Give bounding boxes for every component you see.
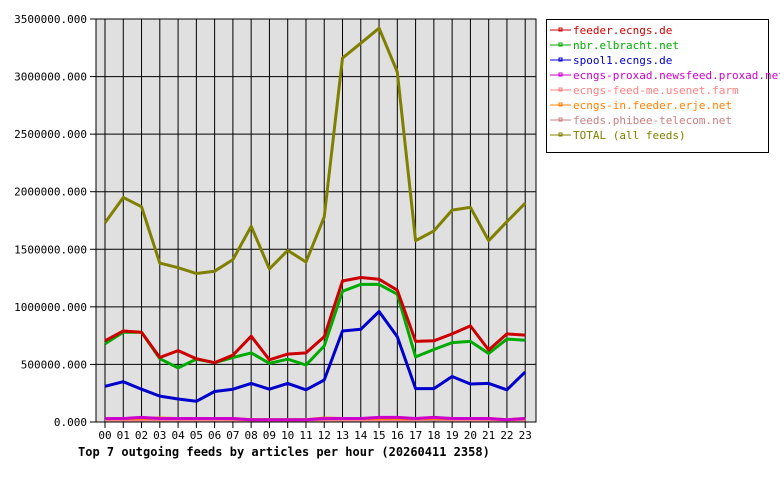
x-tick-label: 21 [482, 429, 495, 442]
chart-title: Top 7 outgoing feeds by articles per hou… [78, 445, 490, 459]
x-tick-label: 08 [245, 429, 258, 442]
x-tick-label: 11 [299, 429, 312, 442]
legend-label: TOTAL (all feeds) [573, 129, 686, 142]
legend-label: nbr.elbracht.net [573, 39, 679, 52]
legend-item: spool1.ecngs.de [550, 54, 672, 67]
legend-label: ecngs-feed-me.usenet.farm [573, 84, 739, 97]
x-tick-label: 00 [98, 429, 111, 442]
legend-label: ecngs-in.feeder.erje.net [573, 99, 732, 112]
x-tick-label: 15 [372, 429, 385, 442]
x-tick-label: 20 [464, 429, 477, 442]
legend-swatch-marker [558, 27, 563, 32]
x-tick-label: 07 [226, 429, 239, 442]
x-tick-label: 16 [391, 429, 404, 442]
y-tick-label: 1000000.000 [14, 301, 87, 314]
legend-item: ecngs-feed-me.usenet.farm [550, 84, 739, 97]
y-tick-label: 3500000.000 [14, 13, 87, 26]
y-tick-label: 2000000.000 [14, 186, 87, 199]
series-line-total-all-feeds- [103, 26, 527, 275]
legend-item: ecngs-proxad.newsfeed.proxad.net [550, 69, 780, 82]
x-tick-label: 02 [135, 429, 148, 442]
legend: feeder.ecngs.de nbr.elbracht.net spool1.ec… [546, 19, 780, 153]
plot-frame [95, 18, 537, 423]
legend-swatch-marker [558, 72, 563, 77]
x-tick-label: 14 [354, 429, 368, 442]
y-tick-label: 3000000.000 [14, 71, 87, 84]
x-tick-label: 05 [190, 429, 203, 442]
legend-swatch-marker [558, 102, 563, 107]
x-tick-label: 19 [446, 429, 459, 442]
y-tick-label: 500000.000 [21, 358, 87, 371]
legend-box [546, 19, 769, 153]
y-tick-label: 2500000.000 [14, 128, 87, 141]
x-tick-label: 04 [171, 429, 185, 442]
x-tick-label: 18 [427, 429, 440, 442]
x-tick-label: 22 [500, 429, 513, 442]
legend-item: feeder.ecngs.de [550, 24, 672, 37]
legend-swatch-marker [558, 87, 563, 92]
legend-label: spool1.ecngs.de [573, 54, 672, 67]
series-lines [103, 26, 527, 422]
x-axis: 00 01 02 03 04 05 06 07 08 09 10 11 12 13 14 15 16 17 18 19… [98, 422, 532, 442]
series-line-spool1-ecngs-de [104, 310, 527, 403]
y-axis: 0.000 500000.000 1000000.000 1500000.000 200… [14, 13, 96, 429]
x-tick-label: 09 [263, 429, 276, 442]
series-line-feeder-ecngs-de [104, 276, 526, 365]
legend-item: nbr.elbracht.net [550, 39, 679, 52]
plot-border [95, 18, 537, 423]
legend-item: TOTAL (all feeds) [550, 129, 686, 142]
legend-item: feeds.phibee-telecom.net [550, 114, 732, 127]
legend-swatch-marker [558, 42, 563, 47]
x-tick-label: 03 [153, 429, 166, 442]
legend-item: ecngs-in.feeder.erje.net [550, 99, 732, 112]
series-line-nbr-elbracht-net [104, 282, 526, 370]
legend-label: feeds.phibee-telecom.net [573, 114, 732, 127]
legend-swatch-marker [558, 117, 563, 122]
x-tick-label: 01 [117, 429, 130, 442]
x-tick-label: 06 [208, 429, 221, 442]
x-tick-label: 12 [318, 429, 331, 442]
legend-label: feeder.ecngs.de [573, 24, 672, 37]
y-tick-label: 0.000 [54, 416, 87, 429]
legend-label: ecngs-proxad.newsfeed.proxad.net [573, 69, 780, 82]
series-line-ecngs-proxad-newsfeed-proxad-net [105, 415, 526, 422]
y-tick-label: 1500000.000 [14, 243, 87, 256]
legend-swatch-marker [558, 57, 563, 62]
x-tick-label: 23 [519, 429, 532, 442]
legend-swatch-marker [558, 132, 563, 137]
x-tick-label: 17 [409, 429, 422, 442]
x-tick-label: 13 [336, 429, 349, 442]
x-tick-label: 10 [281, 429, 294, 442]
